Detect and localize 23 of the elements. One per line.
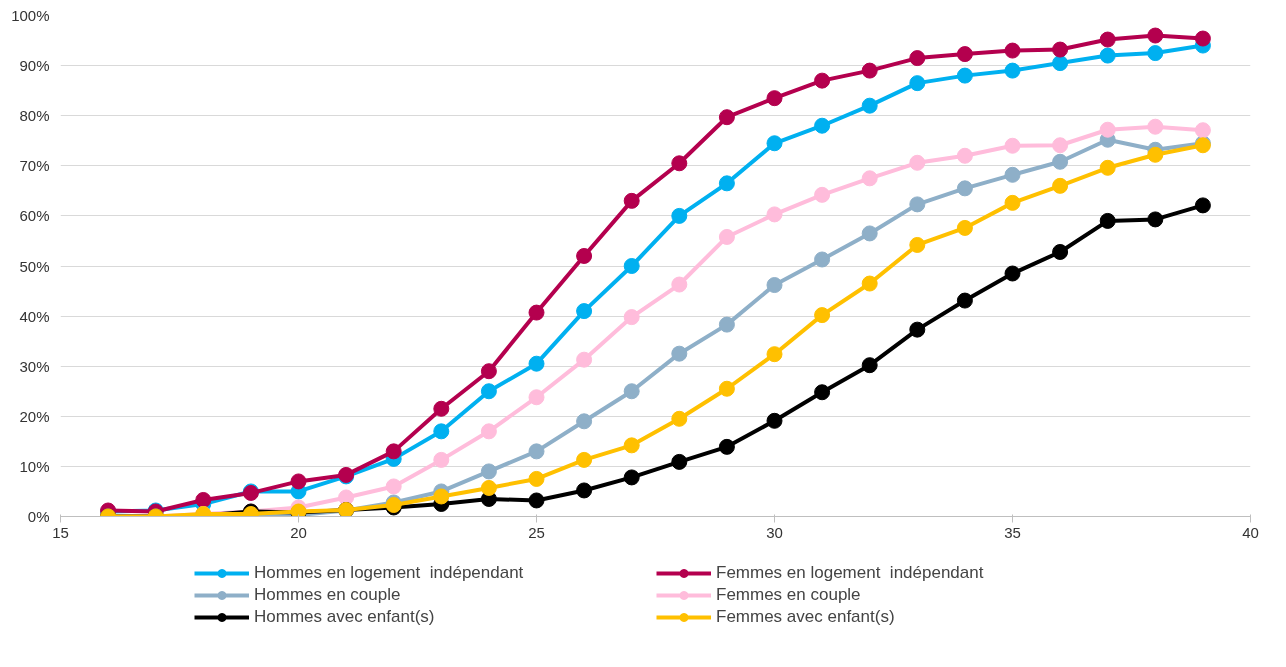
x-tick-label: 35 — [1004, 523, 1021, 541]
y-tick-label: 70% — [19, 157, 50, 175]
y-tick-label: 20% — [19, 407, 50, 425]
legend-label: Hommes en logement indépendant — [254, 563, 525, 583]
legend-label: Femmes avec enfant(s) — [716, 607, 896, 627]
legend-label: Femmes en couple — [716, 585, 862, 605]
y-tick-label: 90% — [19, 57, 50, 75]
legend-label: Hommes en couple — [254, 585, 402, 605]
y-tick-label: 40% — [19, 307, 50, 325]
x-tick-label: 40 — [1242, 523, 1259, 541]
x-tick-label: 30 — [766, 523, 783, 541]
x-tick-label: 20 — [290, 523, 307, 541]
y-tick-label: 30% — [19, 357, 50, 375]
y-tick-label: 100% — [11, 7, 50, 24]
y-tick-label: 60% — [19, 207, 50, 225]
y-tick-label: 0% — [27, 508, 50, 525]
y-tick-label: 80% — [19, 107, 50, 125]
y-tick-label: 50% — [19, 257, 50, 275]
x-tick-label: 25 — [528, 523, 545, 541]
legend-label: Hommes avec enfant(s) — [254, 607, 436, 627]
legend-label: Femmes en logement indépendant — [716, 563, 985, 583]
y-tick-label: 10% — [19, 457, 50, 475]
x-tick-label: 15 — [52, 523, 69, 541]
